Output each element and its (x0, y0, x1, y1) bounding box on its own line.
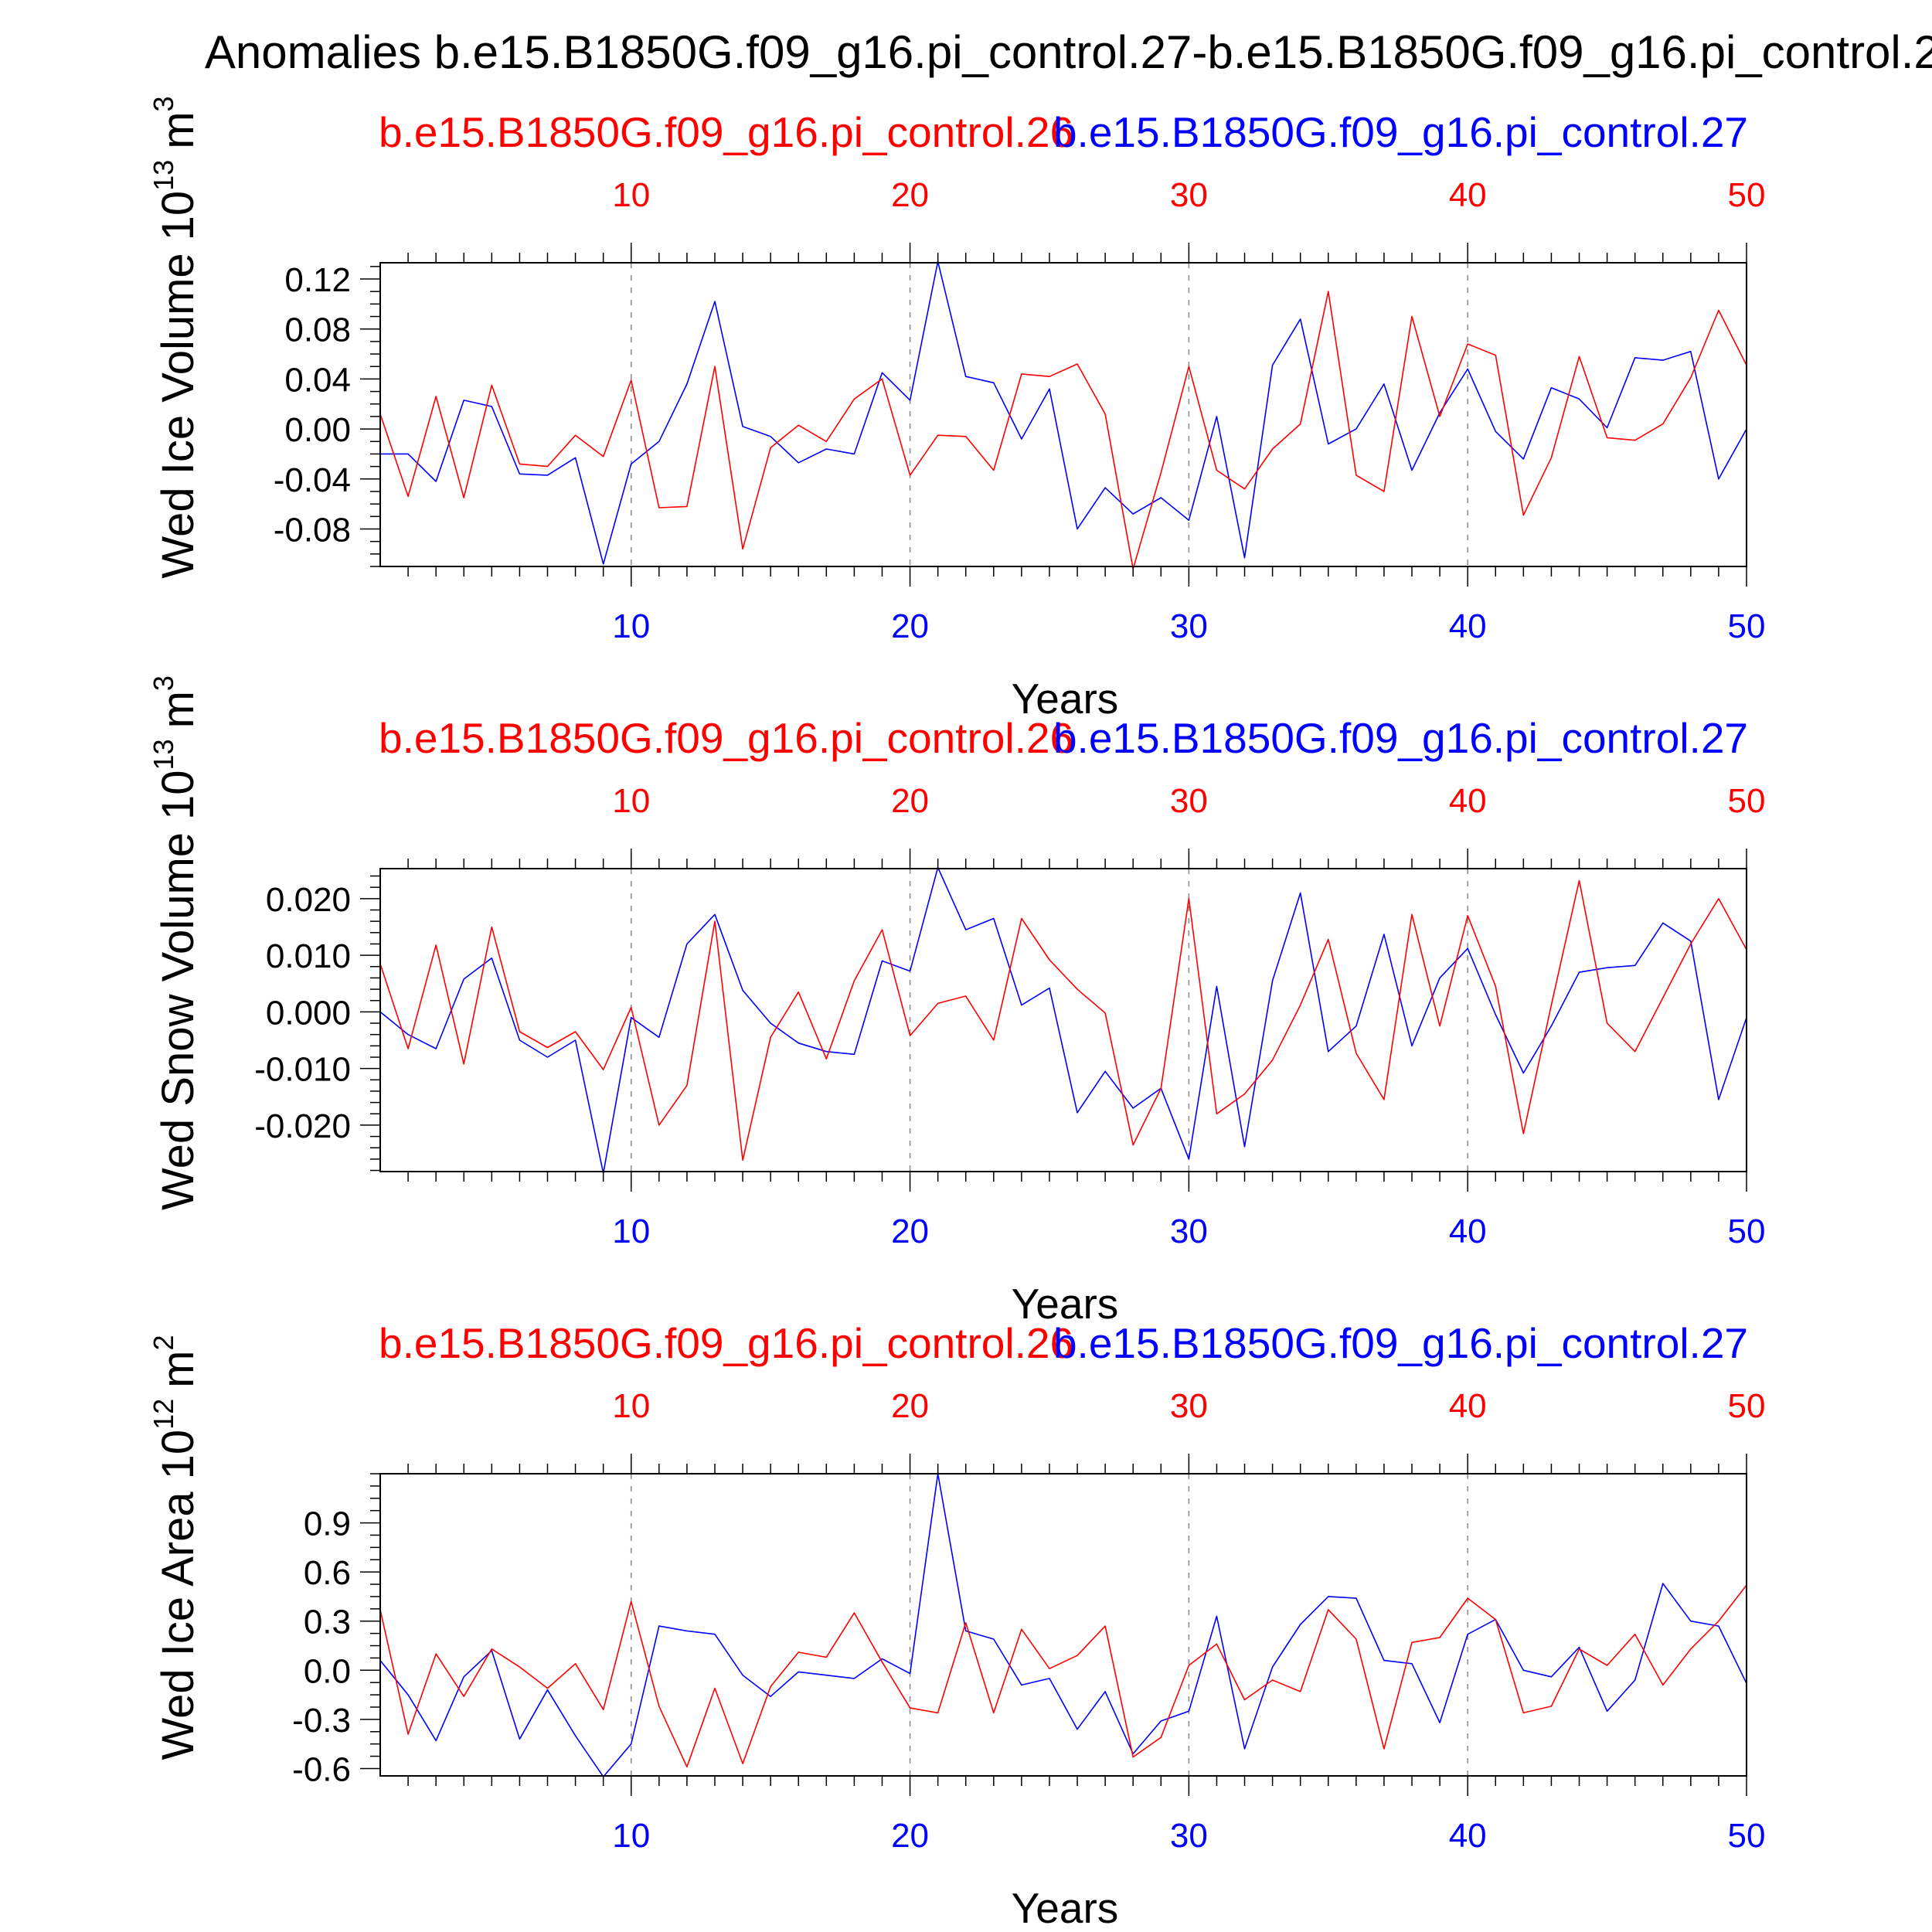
plot-frame (379, 262, 1747, 567)
y-tick-label: 0.010 (266, 937, 351, 975)
y-tick-label: 0.08 (284, 311, 351, 349)
y-axis-units-base: 10 (153, 1430, 203, 1480)
x-tick-label-top: 10 (612, 1387, 650, 1425)
y-axis-units-unit: m (153, 691, 203, 728)
y-tick-label: 0.000 (266, 994, 351, 1032)
y-tick-label: 0.00 (284, 411, 351, 449)
y-axis-units-unit-exponent: 3 (148, 96, 179, 111)
y-axis-units-base: 10 (153, 770, 203, 820)
y-axis-units-base: 10 (153, 191, 203, 241)
y-axis-label: Wed Ice Area 1012 m2 (148, 1335, 203, 1760)
y-tick-label: 0.12 (284, 261, 351, 299)
x-axis-label: Years (1012, 1884, 1119, 1932)
x-tick-label-bottom: 50 (1728, 607, 1766, 645)
x-tick-label-top: 40 (1449, 176, 1487, 214)
x-tick-label-bottom: 40 (1449, 1817, 1487, 1855)
y-tick-label: 0.04 (284, 361, 351, 399)
x-tick-label-top: 30 (1170, 1387, 1208, 1425)
y-tick-label: 0.0 (304, 1652, 351, 1690)
x-tick-label-top: 10 (612, 782, 650, 820)
top-series-label-blue: b.e15.B1850G.f09_g16.pi_control.27 (1053, 714, 1748, 762)
y-tick-label: -0.04 (274, 461, 351, 499)
x-tick-label-bottom: 20 (891, 607, 929, 645)
y-axis-label: Wed Snow Volume 1013 m3 (148, 675, 203, 1210)
y-tick-label: -0.020 (254, 1107, 351, 1145)
series-line-blue (379, 1473, 1747, 1777)
y-tick-label: -0.3 (292, 1702, 351, 1740)
x-tick-label-top: 10 (612, 176, 650, 214)
y-axis-label: Wed Ice Volume 1013 m3 (148, 96, 203, 578)
y-axis-units-unit: m (153, 1351, 203, 1388)
y-axis-label-name: Wed Ice Volume (153, 253, 203, 578)
y-tick-label: 0.6 (304, 1554, 351, 1592)
top-series-label-red: b.e15.B1850G.f09_g16.pi_control.26 (379, 1319, 1073, 1367)
x-tick-label-bottom: 40 (1449, 1213, 1487, 1250)
x-axis-label: Years (1012, 1280, 1119, 1328)
x-axis-label: Years (1012, 675, 1119, 723)
series-line-blue (380, 260, 1747, 565)
x-tick-label-top: 30 (1170, 782, 1208, 820)
x-tick-label-bottom: 10 (612, 607, 650, 645)
panel-3: -0.6 -0.3 0.0 0.3 0.6 0.9 10 10 20 20 30 30 40 40 50 50… (148, 1319, 1765, 1932)
series-line-red (379, 879, 1747, 1162)
series-line-red (379, 1584, 1747, 1768)
x-tick-label-bottom: 20 (891, 1213, 929, 1250)
x-tick-label-bottom: 50 (1728, 1817, 1766, 1855)
x-tick-label-top: 20 (891, 782, 929, 820)
x-tick-label-top: 50 (1728, 176, 1766, 214)
y-tick-label: 0.3 (304, 1604, 351, 1641)
plot-frame (379, 1473, 1747, 1777)
top-series-label-blue: b.e15.B1850G.f09_g16.pi_control.27 (1053, 108, 1748, 156)
x-tick-label-bottom: 10 (612, 1817, 650, 1855)
y-axis-label-name: Wed Snow Volume (153, 832, 203, 1210)
top-series-label-red: b.e15.B1850G.f09_g16.pi_control.26 (379, 714, 1073, 762)
x-tick-label-top: 20 (891, 176, 929, 214)
figure-title: Anomalies b.e15.B1850G.f09_g16.pi_contro… (205, 26, 1932, 78)
y-axis-units-unit-exponent: 2 (148, 1335, 179, 1350)
x-tick-label-bottom: 10 (612, 1213, 650, 1250)
y-tick-label: -0.010 (254, 1051, 351, 1089)
x-tick-label-top: 40 (1449, 1387, 1487, 1425)
panel-2: -0.020 -0.010 0.000 0.010 0.020 10 10 20 20 30 30 4… (148, 675, 1765, 1328)
y-axis-units-unit: m (153, 111, 203, 148)
y-axis-units-exponent: 13 (148, 739, 179, 770)
series-line-blue (379, 866, 1747, 1174)
top-series-label-red: b.e15.B1850G.f09_g16.pi_control.26 (379, 108, 1073, 156)
x-tick-label-bottom: 50 (1728, 1213, 1766, 1250)
y-tick-label: -0.6 (292, 1750, 351, 1788)
x-tick-label-bottom: 20 (891, 1817, 929, 1855)
y-axis-units-exponent: 13 (148, 160, 179, 191)
series-line-red (379, 291, 1747, 570)
x-tick-label-top: 50 (1728, 782, 1766, 820)
x-tick-label-top: 50 (1728, 1387, 1766, 1425)
x-tick-label-bottom: 40 (1449, 607, 1487, 645)
x-tick-label-bottom: 30 (1170, 607, 1208, 645)
y-tick-label: -0.08 (274, 511, 351, 549)
y-axis-units-exponent: 12 (148, 1399, 179, 1430)
x-tick-label-bottom: 30 (1170, 1213, 1208, 1250)
y-axis-units-unit-exponent: 3 (148, 675, 179, 691)
y-tick-label: 0.9 (304, 1505, 351, 1543)
plot-frame (379, 868, 1747, 1172)
x-tick-label-bottom: 30 (1170, 1817, 1208, 1855)
x-tick-label-top: 30 (1170, 176, 1208, 214)
x-tick-label-top: 40 (1449, 782, 1487, 820)
y-axis-label-name: Wed Ice Area (153, 1492, 203, 1760)
x-tick-label-top: 20 (891, 1387, 929, 1425)
top-series-label-blue: b.e15.B1850G.f09_g16.pi_control.27 (1053, 1319, 1748, 1367)
y-tick-label: 0.020 (266, 881, 351, 919)
panel-1: -0.08 -0.04 0.00 0.04 0.08 0.12 10 10 20 20 30 30 40… (148, 96, 1765, 723)
